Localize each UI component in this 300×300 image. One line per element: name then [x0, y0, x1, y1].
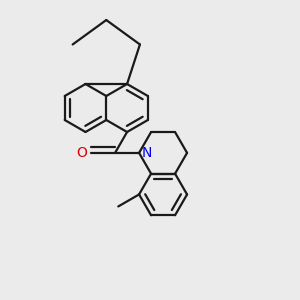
- Text: N: N: [142, 146, 152, 160]
- Text: O: O: [76, 146, 88, 160]
